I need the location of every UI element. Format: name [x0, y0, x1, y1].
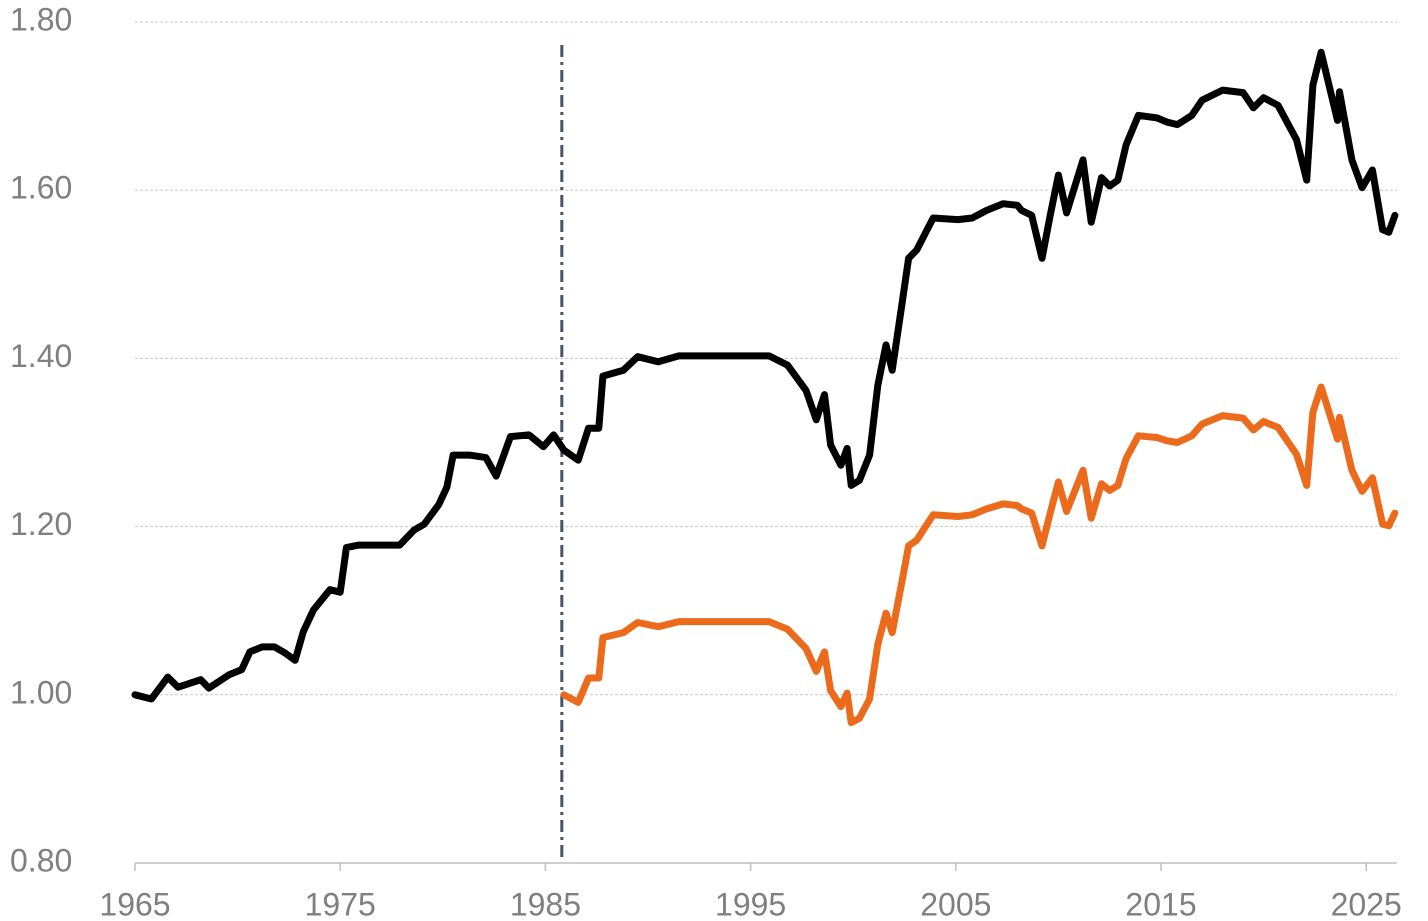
y-tick-label: 1.20 [10, 506, 72, 542]
y-tick-label: 0.80 [10, 842, 72, 878]
x-tick-label: 2005 [920, 886, 991, 921]
x-tick-label: 1995 [715, 886, 786, 921]
x-tick-label: 2015 [1125, 886, 1196, 921]
data-line [560, 383, 1399, 727]
x-tick-label: 1985 [510, 886, 581, 921]
y-tick-label: 1.40 [10, 338, 72, 374]
x-tick-label: 1965 [99, 886, 170, 921]
y-tick-label: 1.80 [10, 1, 72, 37]
y-tick-label: 1.60 [10, 170, 72, 206]
data-line [131, 48, 1399, 703]
y-tick-label: 1.00 [10, 674, 72, 710]
x-tick-label: 1975 [305, 886, 376, 921]
x-tick-label: 2025 [1331, 886, 1402, 921]
